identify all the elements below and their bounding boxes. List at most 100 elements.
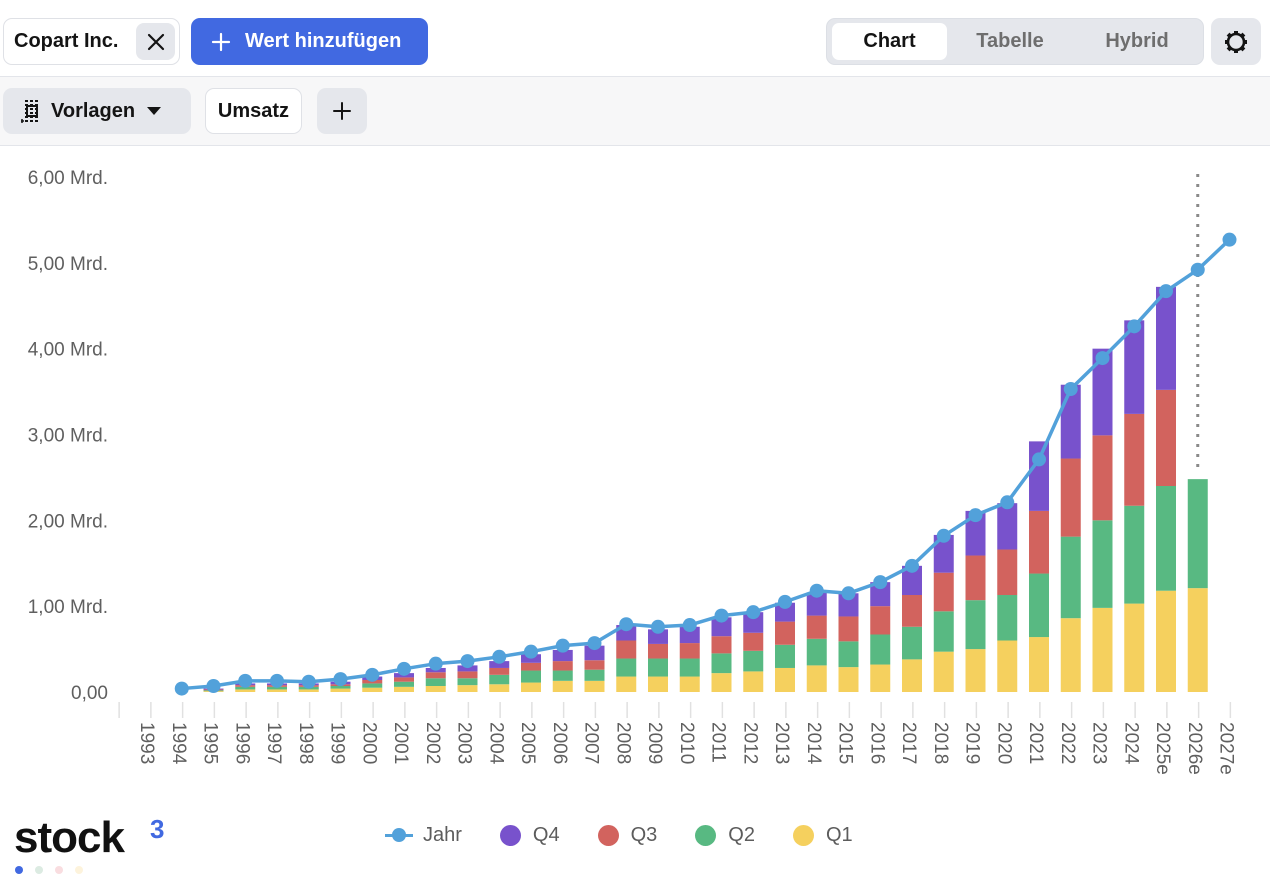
bar-q1: [965, 649, 986, 692]
instrument-chip-label: Copart Inc.: [14, 30, 119, 52]
bar-q1: [775, 667, 795, 692]
jahr-point: [1032, 452, 1046, 467]
bar-q2: [933, 611, 954, 652]
add-value-button[interactable]: Wert hinzufügen: [191, 18, 428, 65]
legend-item-q1[interactable]: Q1: [792, 824, 853, 847]
legend-item-q3[interactable]: Q3: [597, 824, 657, 847]
bar-q1: [267, 689, 287, 692]
bar-q4: [457, 665, 478, 672]
logo-dots: [15, 866, 95, 874]
x-tick-label: 2016: [866, 722, 887, 764]
jahr-point: [619, 617, 634, 632]
metric-umsatz-button[interactable]: Umsatz: [205, 88, 302, 134]
jahr-point: [746, 605, 761, 620]
bar-q3: [1060, 458, 1081, 537]
bar-q3: [648, 643, 668, 659]
jahr-point: [587, 636, 602, 651]
x-tick-label: 2022: [1057, 722, 1078, 764]
x-tick-label: 1994: [168, 722, 189, 765]
bar-q1: [457, 685, 478, 692]
x-tick-label: 1999: [327, 722, 348, 764]
tab-hybrid[interactable]: Hybrid: [1105, 30, 1169, 52]
y-axis: 0,00 1,00 Mrd. 2,00 Mrd. 3,00 Mrd. 4,00 Mrd.…: [28, 168, 108, 704]
jahr-point: [778, 594, 792, 609]
plus-icon: [211, 32, 231, 52]
jahr-point: [397, 661, 411, 676]
jahr-point: [1159, 284, 1173, 299]
y-tick-label: 2,00 Mrd.: [28, 511, 108, 532]
bar-q1: [902, 659, 922, 692]
jahr-point: [238, 673, 253, 688]
legend-item-q2[interactable]: Q2: [695, 824, 755, 847]
x-tick-label: 2003: [454, 722, 475, 764]
bar-q1: [870, 664, 891, 692]
plus-icon: [333, 102, 351, 120]
bar-q3: [902, 595, 922, 627]
bar-q1: [648, 676, 668, 692]
bar-q2: [457, 678, 478, 686]
bar-q1: [711, 673, 732, 692]
jahr-point: [174, 681, 189, 696]
x-tick-label: 2023: [1089, 722, 1110, 764]
instrument-chip[interactable]: Copart Inc.: [3, 18, 180, 65]
x-tick-label: 2009: [644, 722, 665, 764]
bar-q2: [235, 686, 256, 690]
x-tick-label: 2018: [930, 722, 951, 764]
jahr-line: [174, 232, 1237, 696]
jahr-point: [936, 528, 951, 543]
x-axis: 1993 1994 1995 1996 1997 1998 1999 2000 2001 2002…: [118, 702, 1237, 775]
bar-q2: [806, 638, 827, 666]
x-tick-label: 2002: [422, 722, 443, 764]
legend-item-jahr[interactable]: Jahr: [385, 824, 462, 847]
bar-q2: [1156, 486, 1176, 591]
chart-legend: Jahr Q4 Q3 Q2 Q1: [385, 818, 891, 852]
x-tick-label: 2027e: [1216, 722, 1237, 775]
x-tick-label: 2020: [993, 722, 1014, 764]
bar-q1: [298, 689, 319, 692]
tab-chart[interactable]: Chart: [832, 23, 947, 60]
x-tick-label: 2001: [390, 722, 411, 764]
bar-q1: [1124, 603, 1145, 692]
bar-q2: [1124, 505, 1145, 604]
bar-q2: [616, 658, 637, 677]
bar-q2: [648, 658, 668, 677]
bar-q3: [1092, 435, 1113, 521]
bar-q1: [552, 680, 573, 692]
jahr-point: [1063, 382, 1078, 397]
add-metric-button[interactable]: [317, 88, 367, 134]
bar-q2: [584, 669, 605, 681]
bar-q1: [616, 676, 637, 692]
bar-q2: [267, 686, 287, 690]
add-value-label: Wert hinzufügen: [245, 30, 402, 52]
remove-instrument-button[interactable]: [136, 23, 175, 60]
jahr-point: [651, 619, 665, 634]
jahr-point: [492, 649, 507, 664]
jahr-point: [524, 644, 538, 659]
settings-button[interactable]: [1211, 18, 1261, 65]
bar-q4: [489, 661, 510, 668]
tab-tabelle[interactable]: Tabelle: [976, 30, 1044, 52]
x-tick-label: 2013: [771, 722, 792, 764]
bar-q1: [584, 680, 605, 692]
bar-q4: [933, 534, 954, 573]
jahr-point: [1000, 495, 1015, 510]
x-tick-label: 1998: [295, 722, 316, 764]
legend-item-q4[interactable]: Q4: [499, 824, 560, 847]
bar-q1: [1060, 618, 1081, 692]
bar-q2: [902, 626, 922, 660]
x-tick-label: 2025e: [1152, 722, 1173, 775]
x-tick-label: 2017: [898, 722, 919, 764]
jahr-point: [1127, 319, 1142, 334]
legend-label: Q2: [728, 823, 755, 846]
y-tick-label: 0,00: [71, 683, 108, 704]
logo-dot: [75, 866, 83, 874]
x-tick-label: 2004: [485, 722, 506, 765]
bar-q1: [1187, 588, 1208, 692]
bar-q1: [330, 688, 351, 692]
chart-toolbar: Vorlagen Umsatz: [0, 77, 1270, 146]
jahr-line-path: [181, 238, 1231, 691]
bar-q4: [997, 503, 1018, 550]
templates-dropdown[interactable]: Vorlagen: [3, 88, 191, 134]
bar-q3: [584, 660, 605, 670]
bar-q4: [1156, 286, 1176, 390]
